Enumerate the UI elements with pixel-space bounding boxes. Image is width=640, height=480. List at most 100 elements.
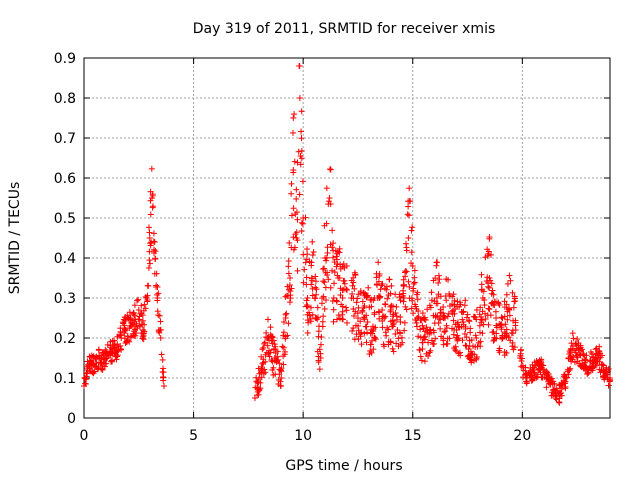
data-point xyxy=(339,308,346,315)
data-point xyxy=(598,362,605,369)
data-point xyxy=(502,321,509,328)
data-point xyxy=(496,349,503,356)
data-point xyxy=(405,278,412,285)
data-point xyxy=(343,262,350,269)
data-point xyxy=(435,320,442,327)
data-point xyxy=(113,356,120,363)
data-point xyxy=(375,259,382,266)
data-point xyxy=(136,316,143,323)
data-point xyxy=(358,341,365,348)
data-point xyxy=(589,359,596,365)
data-point xyxy=(495,299,502,306)
data-point xyxy=(518,358,525,365)
data-point xyxy=(476,322,483,329)
data-point xyxy=(100,359,107,365)
data-point xyxy=(467,348,474,355)
data-point xyxy=(493,322,500,329)
data-point xyxy=(363,312,370,319)
data-point xyxy=(582,357,589,364)
data-point xyxy=(411,267,418,274)
data-point xyxy=(313,291,320,298)
data-point xyxy=(393,303,400,310)
data-point xyxy=(509,343,516,350)
data-point xyxy=(558,385,565,392)
data-point xyxy=(424,306,431,313)
data-point xyxy=(155,290,162,297)
data-point xyxy=(272,371,279,378)
data-point xyxy=(123,338,130,345)
data-point xyxy=(592,346,599,353)
data-point xyxy=(251,395,258,401)
data-point xyxy=(313,315,320,321)
data-point xyxy=(512,298,519,305)
data-point xyxy=(375,278,382,285)
data-point xyxy=(414,323,421,330)
data-point xyxy=(520,367,527,374)
data-point xyxy=(509,289,516,296)
data-point xyxy=(583,352,590,359)
data-point xyxy=(140,307,147,314)
data-point xyxy=(265,316,272,323)
data-point xyxy=(556,399,563,406)
data-point xyxy=(352,308,359,315)
data-point xyxy=(459,337,466,344)
data-point xyxy=(374,295,381,301)
data-point xyxy=(101,363,108,370)
data-point xyxy=(456,299,463,306)
data-point xyxy=(157,318,164,325)
data-point xyxy=(137,310,144,317)
data-point xyxy=(146,248,153,255)
data-point xyxy=(323,185,330,192)
data-point xyxy=(257,385,264,392)
data-point xyxy=(482,316,489,323)
data-point xyxy=(305,309,312,316)
data-point xyxy=(389,303,396,310)
data-point xyxy=(141,321,148,328)
ticks: 0 0.1 0.2 0.3 0.4 0.5 0.6 0.7 0.8 0.9 0 5 10 15 20 xyxy=(54,51,610,444)
data-point xyxy=(293,229,300,236)
data-point xyxy=(368,327,375,333)
data-point xyxy=(284,283,291,290)
data-point xyxy=(88,357,95,364)
data-point xyxy=(357,288,364,295)
data-point xyxy=(408,295,415,302)
data-point xyxy=(485,283,492,290)
data-point xyxy=(418,357,425,364)
data-point xyxy=(316,366,323,373)
data-point xyxy=(390,311,397,318)
data-point xyxy=(507,337,514,344)
data-point xyxy=(360,289,367,296)
data-point xyxy=(463,314,470,321)
data-point xyxy=(355,322,362,329)
data-point xyxy=(368,303,375,310)
data-point xyxy=(368,349,375,356)
data-point xyxy=(477,338,484,345)
data-point xyxy=(443,297,450,304)
data-point xyxy=(493,335,500,342)
data-point xyxy=(498,314,505,321)
data-point xyxy=(510,346,517,353)
data-point xyxy=(454,303,461,310)
y-tick-label: 0.5 xyxy=(54,211,76,227)
data-point xyxy=(330,318,337,325)
data-point xyxy=(473,335,480,341)
data-point xyxy=(361,330,368,337)
data-point xyxy=(151,239,158,246)
data-point xyxy=(381,343,388,350)
data-point xyxy=(566,367,573,374)
data-point xyxy=(384,295,391,302)
x-axis-label: GPS time / hours xyxy=(285,458,402,474)
data-point xyxy=(566,350,573,357)
data-point xyxy=(139,312,146,319)
data-point xyxy=(93,353,100,360)
data-point xyxy=(577,362,584,369)
data-point xyxy=(147,211,154,218)
data-point xyxy=(265,350,272,357)
data-point xyxy=(351,285,358,292)
data-point xyxy=(285,320,292,327)
data-point xyxy=(322,297,329,304)
plot-frame xyxy=(83,57,611,419)
data-point xyxy=(434,313,441,320)
data-point xyxy=(304,329,311,336)
data-point xyxy=(493,330,500,337)
